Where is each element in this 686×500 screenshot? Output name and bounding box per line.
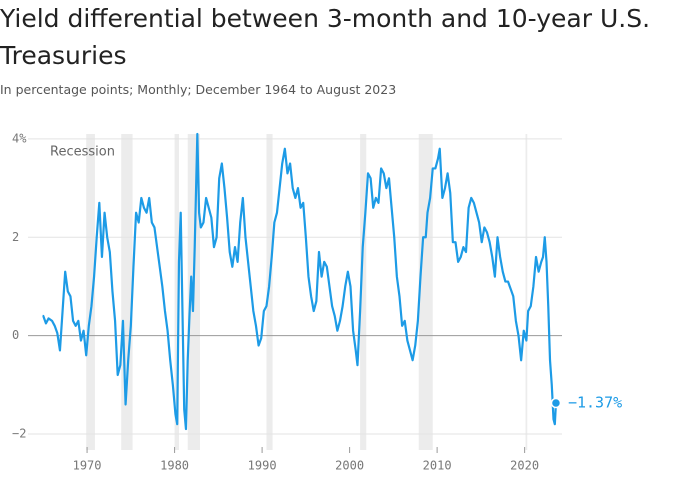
x-tick-label: 1980 xyxy=(160,459,189,473)
x-tick-label: 2000 xyxy=(335,459,364,473)
x-tick-label: 1970 xyxy=(73,459,102,473)
x-tick-label: 1990 xyxy=(248,459,277,473)
x-tick-label: 2020 xyxy=(510,459,539,473)
recession-band xyxy=(266,134,273,450)
y-tick-label: −2 xyxy=(12,427,26,441)
recession-band xyxy=(360,134,367,450)
recession-band xyxy=(86,134,95,450)
chart-title: Yield differential between 3-month and 1… xyxy=(0,4,651,70)
recession-label: Recession xyxy=(50,145,115,160)
end-label: −1.37% xyxy=(568,394,622,412)
recession-band xyxy=(418,134,433,450)
line xyxy=(42,132,558,431)
x-tick-label: 2010 xyxy=(423,459,452,473)
y-tick-label: 0 xyxy=(12,328,19,342)
recession-band xyxy=(525,134,528,450)
recession-band xyxy=(121,134,133,450)
end-point xyxy=(550,397,562,409)
recession-band xyxy=(174,134,179,450)
y-tick-label: 4% xyxy=(12,131,27,145)
y-tick-label: 2 xyxy=(12,230,19,244)
chart-subtitle: In percentage points; Monthly; December … xyxy=(0,82,397,97)
